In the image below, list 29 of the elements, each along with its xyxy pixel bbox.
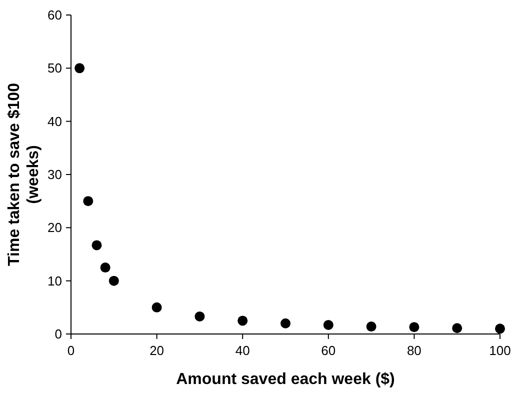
point [100, 262, 110, 273]
y-tick-label: 30 [48, 167, 62, 182]
x-tick-label: 100 [489, 343, 511, 358]
y-tick-label: 10 [48, 273, 62, 288]
x-tick-label: 0 [67, 343, 75, 358]
x-axis-title: Amount saved each week ($) [176, 371, 395, 388]
point [74, 63, 85, 74]
point [83, 196, 94, 206]
point [409, 322, 420, 332]
point [194, 311, 205, 322]
y-tick-label: 0 [54, 326, 62, 342]
x-tick-label: 60 [321, 343, 336, 358]
y-axis-title: Time taken to save $100 (weeks) [6, 82, 42, 266]
y-tick-label: 20 [48, 220, 62, 236]
point [92, 240, 102, 250]
point [495, 324, 505, 334]
y-tick-label: 50 [48, 60, 62, 76]
x-tick-label: 20 [150, 343, 164, 358]
x-tick-label: 80 [406, 343, 422, 358]
point [108, 276, 119, 286]
point [452, 323, 462, 334]
point [323, 320, 334, 330]
x-tick-label: 40 [235, 343, 250, 358]
point [366, 322, 376, 332]
y-tick-label: 40 [48, 114, 62, 129]
point [280, 318, 290, 328]
point [152, 302, 162, 312]
point [238, 316, 248, 326]
y-tick-label: 60 [48, 8, 62, 23]
